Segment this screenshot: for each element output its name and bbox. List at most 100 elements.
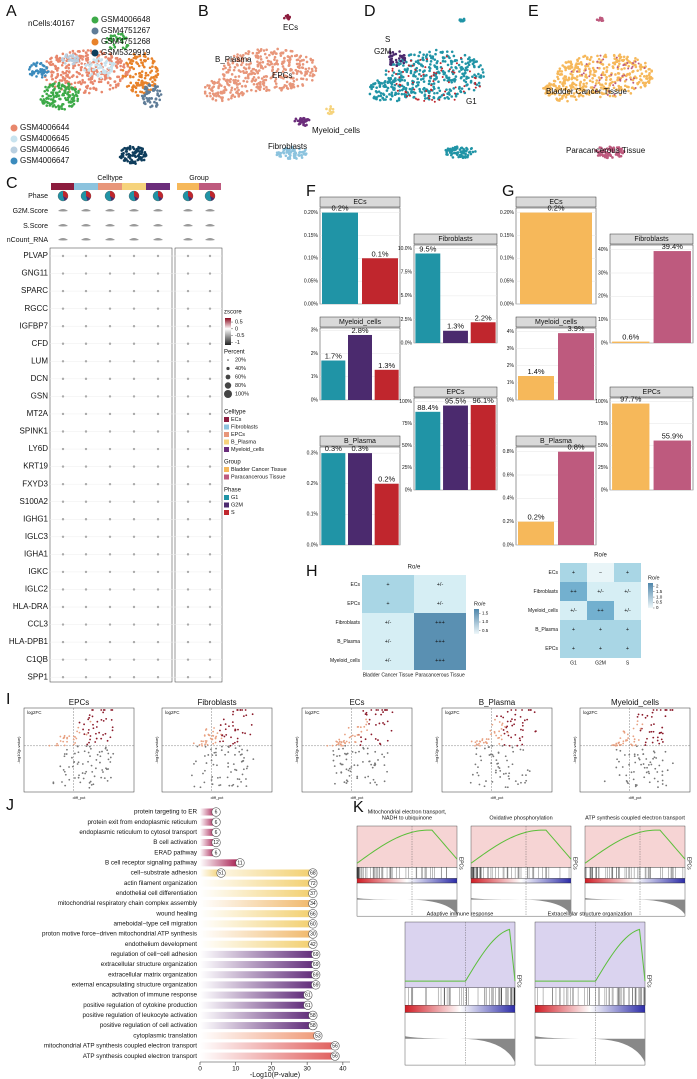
legend-label: GSM4751267 (101, 26, 151, 35)
cell-point (648, 72, 651, 75)
bar (518, 521, 554, 545)
cell-point (263, 52, 267, 56)
cell-point (60, 107, 63, 110)
gene-point (71, 756, 73, 759)
cell-point (230, 94, 234, 98)
cell-point (146, 90, 149, 93)
cell-point (588, 62, 591, 65)
cell-point (462, 74, 466, 78)
track-label: S.Score (23, 223, 48, 230)
cell-point (586, 56, 589, 59)
size-key (226, 366, 230, 371)
cell-point (574, 66, 577, 69)
gene-point (211, 775, 214, 778)
gene-point (236, 709, 239, 711)
count-label: 6 (215, 850, 218, 856)
cell-cloud (458, 17, 466, 23)
cell-point (560, 97, 564, 100)
gene-point (614, 744, 617, 747)
gene-point (661, 741, 664, 743)
cell-point (61, 52, 65, 56)
gene-point (383, 723, 386, 726)
y-tick-label: 0.05% (500, 278, 515, 284)
cell-point (81, 78, 84, 82)
legend-key (224, 474, 229, 480)
cell-point (150, 96, 153, 100)
cell-point (235, 63, 239, 66)
cell-label: +/- (624, 589, 631, 595)
gene-point (347, 726, 350, 729)
panel-letter: H (306, 563, 318, 580)
bar (200, 940, 313, 948)
value-label: 0.6% (622, 333, 639, 342)
dot-texture (108, 553, 112, 556)
cell-point (128, 161, 132, 165)
dot-texture (132, 342, 136, 345)
gene-point (369, 782, 372, 784)
gene-point (220, 749, 223, 752)
cell-point (233, 65, 237, 69)
cell-point (136, 81, 140, 85)
cell-point (241, 93, 244, 97)
cell-point (150, 83, 154, 87)
gene-point (219, 724, 222, 726)
cell-point (439, 62, 442, 65)
cell-point (256, 56, 260, 60)
gene-point (641, 723, 644, 726)
cell-point (414, 97, 417, 100)
cell-point (452, 151, 456, 155)
gene-point (510, 736, 513, 739)
cell-point (422, 53, 425, 56)
gene-point (340, 743, 342, 746)
gene-point (81, 772, 84, 774)
dot-texture (208, 395, 212, 398)
cell-point (121, 155, 125, 158)
dot-texture (156, 500, 160, 503)
strip (413, 233, 498, 245)
side-label: EPCs (686, 857, 692, 870)
gene-point (485, 738, 488, 740)
cell-point (113, 45, 117, 49)
cell-point (271, 65, 274, 69)
dot-texture (61, 658, 65, 661)
cell-point (287, 17, 290, 21)
cell-point (576, 65, 580, 69)
cell-cloud (595, 16, 605, 22)
cell-point (208, 91, 212, 95)
cell-point (585, 76, 589, 79)
cell-point (284, 14, 288, 18)
cell-label: +++ (435, 620, 445, 626)
cell-point (149, 88, 153, 91)
cell-point (54, 65, 58, 69)
cell-point (263, 78, 266, 82)
cell-point (104, 64, 107, 67)
gene-point (506, 720, 509, 723)
label: nCells:40167 (28, 19, 75, 28)
colorbar-label: 1.0 (482, 619, 489, 624)
dot-texture (84, 482, 88, 486)
panel-letter: C (6, 175, 18, 192)
gene-point (641, 713, 644, 716)
gene-point (484, 747, 486, 750)
gene-point (362, 746, 365, 749)
cell-point (50, 56, 53, 60)
heatmap-cell (560, 582, 587, 601)
cell-point (331, 110, 335, 114)
cell-point (265, 48, 268, 52)
gene-point (55, 744, 58, 747)
cell-point (576, 70, 579, 73)
heatmap-cell (587, 639, 614, 658)
cell-point (64, 55, 67, 58)
panel-letter: J (6, 797, 14, 814)
cell-point (73, 81, 77, 85)
bar (470, 322, 496, 343)
dot-texture (108, 325, 112, 328)
dot-texture (61, 570, 65, 574)
cell-point (400, 84, 404, 88)
gene-point (107, 758, 110, 761)
cell-point (272, 72, 276, 75)
cluster-label: EPCs (272, 71, 292, 80)
dot-texture (208, 500, 212, 503)
legend-title: Phase (224, 488, 242, 494)
gene-point (648, 781, 651, 784)
